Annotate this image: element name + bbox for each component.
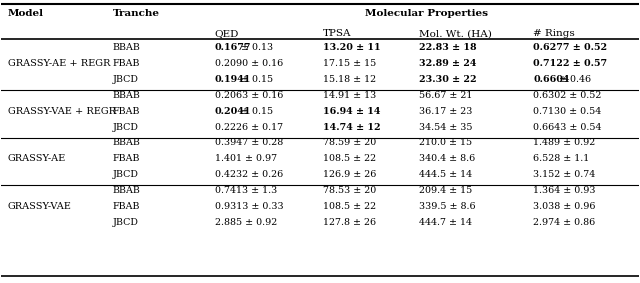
Text: 3.152 ± 0.74: 3.152 ± 0.74: [534, 170, 596, 179]
Text: 126.9 ± 26: 126.9 ± 26: [323, 170, 376, 179]
Text: 0.6643 ± 0.54: 0.6643 ± 0.54: [534, 123, 602, 132]
Text: FBAB: FBAB: [113, 154, 140, 163]
Text: GRASSY-VAE: GRASSY-VAE: [8, 202, 72, 211]
Text: 6.528 ± 1.1: 6.528 ± 1.1: [534, 154, 589, 163]
Text: QED: QED: [215, 29, 239, 38]
Text: 1.489 ± 0.92: 1.489 ± 0.92: [534, 138, 596, 147]
Text: Molecular Properties: Molecular Properties: [365, 10, 488, 18]
Text: 17.15 ± 15: 17.15 ± 15: [323, 59, 376, 68]
Text: 0.3947 ± 0.28: 0.3947 ± 0.28: [215, 138, 283, 147]
Text: 0.7122 ± 0.57: 0.7122 ± 0.57: [534, 59, 607, 68]
Text: 0.4232 ± 0.26: 0.4232 ± 0.26: [215, 170, 283, 179]
Text: 1.364 ± 0.93: 1.364 ± 0.93: [534, 186, 596, 195]
Text: 2.885 ± 0.92: 2.885 ± 0.92: [215, 218, 277, 227]
Text: 13.20 ± 11: 13.20 ± 11: [323, 43, 381, 52]
Text: 1.401 ± 0.97: 1.401 ± 0.97: [215, 154, 277, 163]
Text: JBCD: JBCD: [113, 123, 139, 132]
Text: JBCD: JBCD: [113, 218, 139, 227]
Text: FBAB: FBAB: [113, 59, 140, 68]
Text: 0.6302 ± 0.52: 0.6302 ± 0.52: [534, 91, 602, 100]
Text: JBCD: JBCD: [113, 75, 139, 84]
Text: Mol. Wt. (HA): Mol. Wt. (HA): [419, 29, 492, 38]
Text: GRASSY-AE + REGR: GRASSY-AE + REGR: [8, 59, 110, 68]
Text: 444.5 ± 14: 444.5 ± 14: [419, 170, 472, 179]
Text: 0.7413 ± 1.3: 0.7413 ± 1.3: [215, 186, 277, 195]
Text: 210.0 ± 15: 210.0 ± 15: [419, 138, 472, 147]
Text: 3.038 ± 0.96: 3.038 ± 0.96: [534, 202, 596, 211]
Text: 0.9313 ± 0.33: 0.9313 ± 0.33: [215, 202, 284, 211]
Text: 0.1677: 0.1677: [215, 43, 252, 52]
Text: 14.91 ± 13: 14.91 ± 13: [323, 91, 376, 100]
Text: FBAB: FBAB: [113, 107, 140, 116]
Text: BBAB: BBAB: [113, 138, 141, 147]
Text: BBAB: BBAB: [113, 43, 141, 52]
Text: ± 0.15: ± 0.15: [237, 107, 273, 116]
Text: 209.4 ± 15: 209.4 ± 15: [419, 186, 472, 195]
Text: TPSA: TPSA: [323, 29, 352, 38]
Text: 108.5 ± 22: 108.5 ± 22: [323, 202, 376, 211]
Text: 339.5 ± 8.6: 339.5 ± 8.6: [419, 202, 476, 211]
Text: ± 0.13: ± 0.13: [237, 43, 273, 52]
Text: 0.2090 ± 0.16: 0.2090 ± 0.16: [215, 59, 283, 68]
Text: JBCD: JBCD: [113, 170, 139, 179]
Text: FBAB: FBAB: [113, 202, 140, 211]
Text: Model: Model: [8, 10, 44, 18]
Text: 36.17 ± 23: 36.17 ± 23: [419, 107, 472, 116]
Text: 0.2226 ± 0.17: 0.2226 ± 0.17: [215, 123, 283, 132]
Text: 0.6604: 0.6604: [534, 75, 570, 84]
Text: 14.74 ± 12: 14.74 ± 12: [323, 123, 381, 132]
Text: # Rings: # Rings: [534, 29, 575, 38]
Text: 16.94 ± 14: 16.94 ± 14: [323, 107, 381, 116]
Text: ± 0.46: ± 0.46: [556, 75, 591, 84]
Text: 78.53 ± 20: 78.53 ± 20: [323, 186, 376, 195]
Text: 2.974 ± 0.86: 2.974 ± 0.86: [534, 218, 596, 227]
Text: 56.67 ± 21: 56.67 ± 21: [419, 91, 472, 100]
Text: 0.2041: 0.2041: [215, 107, 252, 116]
Text: BBAB: BBAB: [113, 91, 141, 100]
Text: 15.18 ± 12: 15.18 ± 12: [323, 75, 376, 84]
Text: 0.7130 ± 0.54: 0.7130 ± 0.54: [534, 107, 602, 116]
Text: 32.89 ± 24: 32.89 ± 24: [419, 59, 476, 68]
Text: 78.59 ± 20: 78.59 ± 20: [323, 138, 376, 147]
Text: 0.1941: 0.1941: [215, 75, 252, 84]
Text: 0.6277 ± 0.52: 0.6277 ± 0.52: [534, 43, 607, 52]
Text: 23.30 ± 22: 23.30 ± 22: [419, 75, 476, 84]
Text: 108.5 ± 22: 108.5 ± 22: [323, 154, 376, 163]
Text: GRASSY-VAE + REGR: GRASSY-VAE + REGR: [8, 107, 116, 116]
Text: 444.7 ± 14: 444.7 ± 14: [419, 218, 472, 227]
Text: 0.2063 ± 0.16: 0.2063 ± 0.16: [215, 91, 284, 100]
Text: BBAB: BBAB: [113, 186, 141, 195]
Text: ± 0.15: ± 0.15: [237, 75, 273, 84]
Text: 22.83 ± 18: 22.83 ± 18: [419, 43, 476, 52]
Text: Tranche: Tranche: [113, 10, 160, 18]
Text: 127.8 ± 26: 127.8 ± 26: [323, 218, 376, 227]
Text: 340.4 ± 8.6: 340.4 ± 8.6: [419, 154, 475, 163]
Text: GRASSY-AE: GRASSY-AE: [8, 154, 66, 163]
Text: 34.54 ± 35: 34.54 ± 35: [419, 123, 472, 132]
